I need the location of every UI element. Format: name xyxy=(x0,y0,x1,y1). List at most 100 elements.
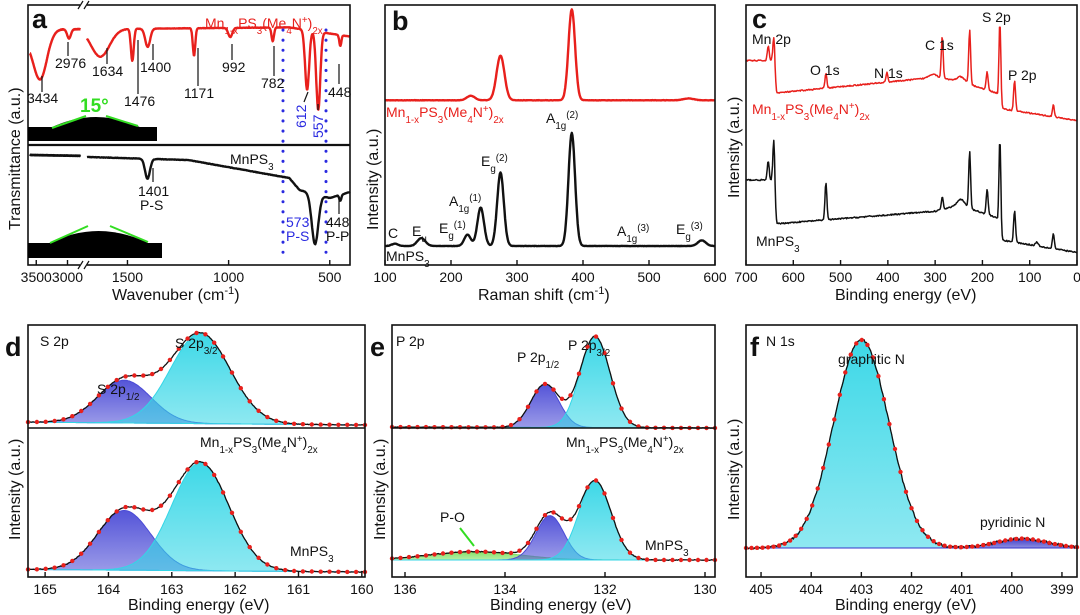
fit-point xyxy=(964,544,969,550)
x-tick-label: 1000 xyxy=(213,269,244,285)
fit-point xyxy=(1058,542,1063,548)
x-tick-label: 136 xyxy=(393,581,417,597)
fit-point xyxy=(815,486,820,491)
peak-leader-lines xyxy=(41,40,340,214)
peak-label-1401: 1401 xyxy=(138,183,169,199)
fit-point xyxy=(79,551,84,556)
fit-point xyxy=(826,442,831,447)
fit-point xyxy=(1041,539,1047,544)
x-axis-label: Raman shift (cm-1) xyxy=(478,285,610,304)
fit-point xyxy=(551,387,556,392)
fit-point xyxy=(70,414,75,419)
fit-point xyxy=(754,545,760,550)
fit-point xyxy=(568,517,573,522)
peak-label-o1s: O 1s xyxy=(810,62,840,78)
x-tick-label: 130 xyxy=(693,581,717,597)
fit-point xyxy=(997,539,1002,544)
fit-point xyxy=(398,555,403,561)
peak-label-612: 612 xyxy=(293,104,309,128)
x-tick-label: 200 xyxy=(971,269,995,285)
fit-point xyxy=(1019,536,1024,541)
fit-point xyxy=(749,545,754,551)
x-tick-label: 500 xyxy=(829,269,853,285)
fit-point xyxy=(810,503,815,508)
fit-point xyxy=(238,386,243,391)
fit-point xyxy=(96,529,102,535)
fit-point xyxy=(176,346,181,351)
fit-point xyxy=(220,354,226,359)
peak-label-782: 782 xyxy=(261,75,285,91)
peak-label-1171: 1171 xyxy=(184,85,214,101)
fit-point xyxy=(881,397,887,402)
fit-point xyxy=(925,534,931,539)
fit-point xyxy=(1036,538,1041,543)
x-tick-label: 300 xyxy=(505,269,529,285)
spectrum-title: N 1s xyxy=(766,333,795,349)
peak-label-s2p: S 2p xyxy=(982,9,1011,25)
plot-frame xyxy=(745,4,1078,266)
fit-point xyxy=(167,493,173,498)
x-tick-label: 402 xyxy=(900,581,924,597)
peak-label-448-black: 448 xyxy=(326,214,350,230)
fit-point xyxy=(1052,541,1058,547)
fit-point xyxy=(43,419,48,424)
series-label-mnps3: MnPS3 xyxy=(386,248,430,270)
fit-point xyxy=(687,557,692,563)
fit-point xyxy=(141,373,146,378)
fit-point xyxy=(975,543,980,549)
peak-label-992: 992 xyxy=(222,59,246,75)
y-axis-label: Intensity (a.u.) xyxy=(372,439,389,540)
series-label-mnps3: MnPS3 xyxy=(645,537,689,559)
fit-point xyxy=(843,370,848,375)
panel-label-f: f xyxy=(750,332,760,362)
fit-component xyxy=(27,332,365,426)
fit-point xyxy=(799,526,804,531)
fit-point xyxy=(158,503,164,508)
fit-point xyxy=(610,515,616,521)
x-tick-label: 500 xyxy=(318,269,342,285)
peak-label-mn2p: Mn 2p xyxy=(752,31,791,47)
y-axis-label: Transmittance (a.u.) xyxy=(7,87,24,230)
fit-point xyxy=(870,355,876,360)
x-axis-label: Binding energy (eV) xyxy=(128,597,269,614)
x-tick-label: 300 xyxy=(923,269,947,285)
fit-point xyxy=(283,420,288,425)
mode-label-eu: Eu xyxy=(412,223,427,245)
x-tick-label: 160 xyxy=(350,581,374,597)
x-tick-label: 401 xyxy=(950,581,974,597)
fit-point xyxy=(300,422,306,427)
fit-point xyxy=(1003,538,1008,543)
peak-label-573: 573 xyxy=(286,214,310,230)
peak-label-1634: 1634 xyxy=(92,63,123,79)
fit-point xyxy=(176,479,181,485)
fit-point xyxy=(909,506,914,511)
fit-point xyxy=(898,469,903,475)
fit-point xyxy=(992,540,997,546)
series-label-intercalated: Mn1-xPS3(Me4N+)2x xyxy=(752,101,870,123)
fit-point xyxy=(602,491,607,496)
fit-point xyxy=(559,396,565,401)
fit-point xyxy=(336,569,341,574)
series-label-intercalated: Mn1-xPS3(Me4N+)2x xyxy=(200,434,318,456)
fit-point xyxy=(793,533,798,538)
fit-point xyxy=(34,419,40,425)
label-p-o: P-O xyxy=(440,509,465,525)
panel-label-e: e xyxy=(370,332,385,362)
x-tick-label: 100 xyxy=(373,269,397,285)
fit-point xyxy=(619,537,624,543)
series-line-intercalated xyxy=(28,27,82,81)
fit-point xyxy=(123,504,128,510)
fit-point xyxy=(892,446,898,452)
fit-point xyxy=(534,389,539,394)
mode-label-a1g3: A1g(3) xyxy=(617,223,649,245)
mode-label-eg2: Eg(2) xyxy=(481,153,508,175)
fit-point xyxy=(627,550,633,555)
fit-point xyxy=(760,545,765,550)
series-label-mnps3: MnPS3 xyxy=(756,233,800,255)
fit-point xyxy=(576,371,582,376)
fit-point xyxy=(79,408,84,414)
fit-point xyxy=(229,510,235,515)
x-axis-label: Binding energy (eV) xyxy=(490,597,631,614)
fit-point xyxy=(440,551,446,556)
fit-point xyxy=(123,374,128,379)
